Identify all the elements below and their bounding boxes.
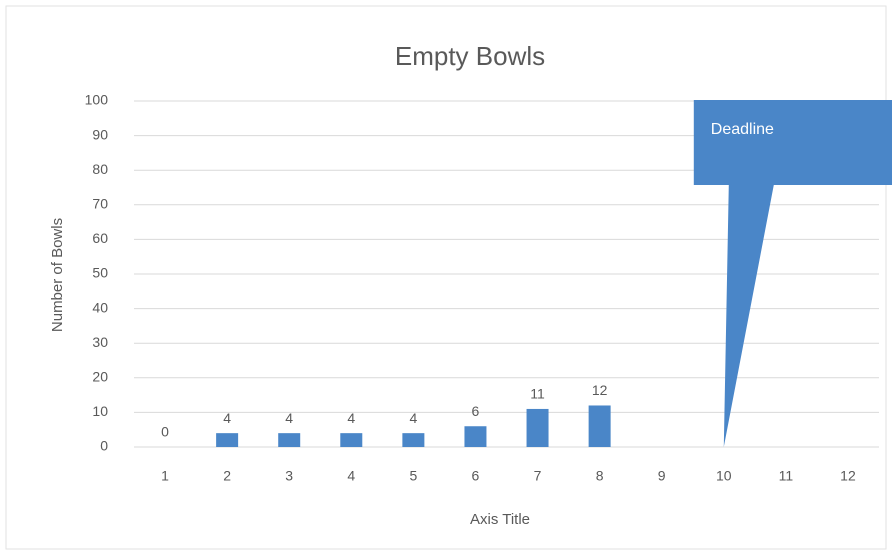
chart-title: Empty Bowls	[395, 41, 545, 71]
callout-text: Deadline	[711, 121, 774, 138]
data-label: 4	[285, 410, 293, 426]
bar	[216, 433, 239, 447]
x-axis-title: Axis Title	[470, 511, 530, 528]
bar	[402, 433, 425, 447]
x-tick-label: 3	[285, 468, 293, 484]
x-tick-label: 7	[534, 468, 542, 484]
data-label: 4	[409, 410, 417, 426]
data-label: 11	[530, 386, 545, 402]
callout	[693, 100, 892, 447]
bar	[526, 408, 549, 447]
x-tick-label: 2	[223, 468, 231, 484]
x-tick-label: 4	[347, 468, 355, 484]
y-tick-label: 90	[92, 126, 108, 142]
data-label: 12	[592, 382, 608, 398]
x-tick-label: 8	[596, 468, 604, 484]
y-tick-label: 40	[92, 299, 108, 315]
y-tick-label: 50	[92, 265, 108, 281]
x-tick-label: 9	[658, 468, 666, 484]
bar	[588, 405, 611, 447]
y-tick-label: 30	[92, 334, 108, 350]
y-tick-label: 80	[92, 161, 108, 177]
y-tick-label: 100	[85, 92, 109, 108]
y-tick-label: 70	[92, 196, 108, 212]
y-tick-label: 0	[100, 438, 108, 454]
x-tick-label: 6	[472, 468, 480, 484]
data-label: 0	[161, 424, 169, 440]
x-tick-label: 5	[409, 468, 417, 484]
data-label: 4	[347, 410, 355, 426]
x-tick-label: 1	[161, 468, 169, 484]
y-tick-label: 20	[92, 369, 108, 385]
y-axis-title: Number of Bowls	[49, 218, 66, 332]
bar	[340, 433, 363, 447]
x-tick-label: 12	[840, 468, 856, 484]
bar	[464, 426, 487, 447]
bar	[278, 433, 301, 447]
data-label: 6	[472, 403, 480, 419]
data-label: 4	[223, 410, 231, 426]
y-tick-label: 60	[92, 230, 108, 246]
y-tick-label: 10	[92, 403, 108, 419]
x-tick-label: 11	[779, 468, 794, 484]
x-tick-label: 10	[716, 468, 732, 484]
